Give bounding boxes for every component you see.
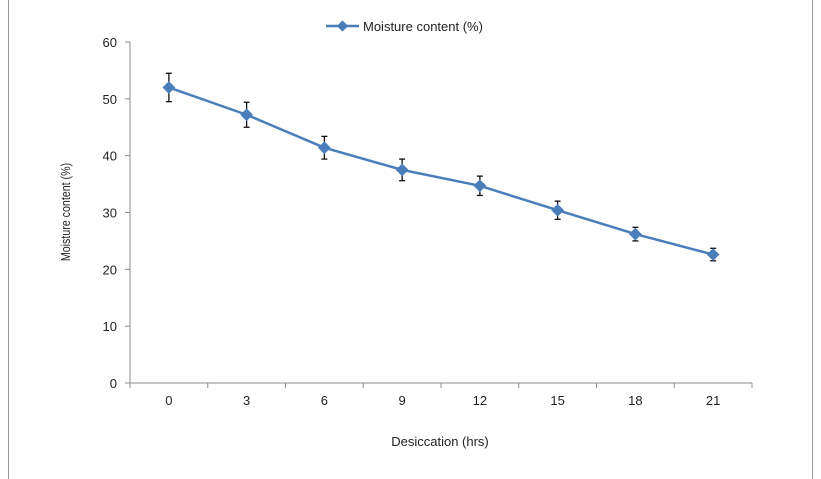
y-tick-label: 0 xyxy=(110,376,117,391)
legend-label: Moisture content (%) xyxy=(363,19,483,34)
x-tick-label: 12 xyxy=(473,393,487,408)
y-axis-title: Moisture content (%) xyxy=(58,163,73,261)
y-tick-label: 30 xyxy=(103,206,117,221)
y-tick-label: 50 xyxy=(103,92,117,107)
data-point xyxy=(318,141,331,155)
data-point xyxy=(629,227,642,241)
data-point xyxy=(162,81,176,94)
frame-left-border xyxy=(8,0,9,479)
data-point xyxy=(551,203,564,217)
series-line xyxy=(168,86,714,256)
axes: 0 10 20 30 40 50 60 0 3 6 9 12 15 18 21 xyxy=(103,35,753,408)
x-tick-label: 3 xyxy=(243,393,250,408)
data-point xyxy=(395,163,409,177)
y-tick-label: 20 xyxy=(103,262,117,277)
y-tick-label: 40 xyxy=(103,149,117,164)
data-point xyxy=(706,248,720,261)
x-tick-label: 18 xyxy=(628,393,642,408)
frame-right-border xyxy=(812,0,813,479)
x-tick-label: 0 xyxy=(165,393,172,408)
x-tick-label: 6 xyxy=(321,393,328,408)
data-point xyxy=(240,108,253,122)
x-axis-title: Desiccation (hrs) xyxy=(391,434,489,449)
legend-diamond-marker xyxy=(336,20,349,32)
x-tick-label: 9 xyxy=(399,393,406,408)
x-tick-label: 15 xyxy=(550,393,564,408)
series-moisture xyxy=(162,72,720,262)
legend: Moisture content (%) xyxy=(326,19,483,34)
data-point xyxy=(473,179,487,193)
y-tick-label: 60 xyxy=(103,35,117,50)
x-tick-label: 21 xyxy=(706,393,720,408)
y-tick-label: 10 xyxy=(103,319,117,334)
